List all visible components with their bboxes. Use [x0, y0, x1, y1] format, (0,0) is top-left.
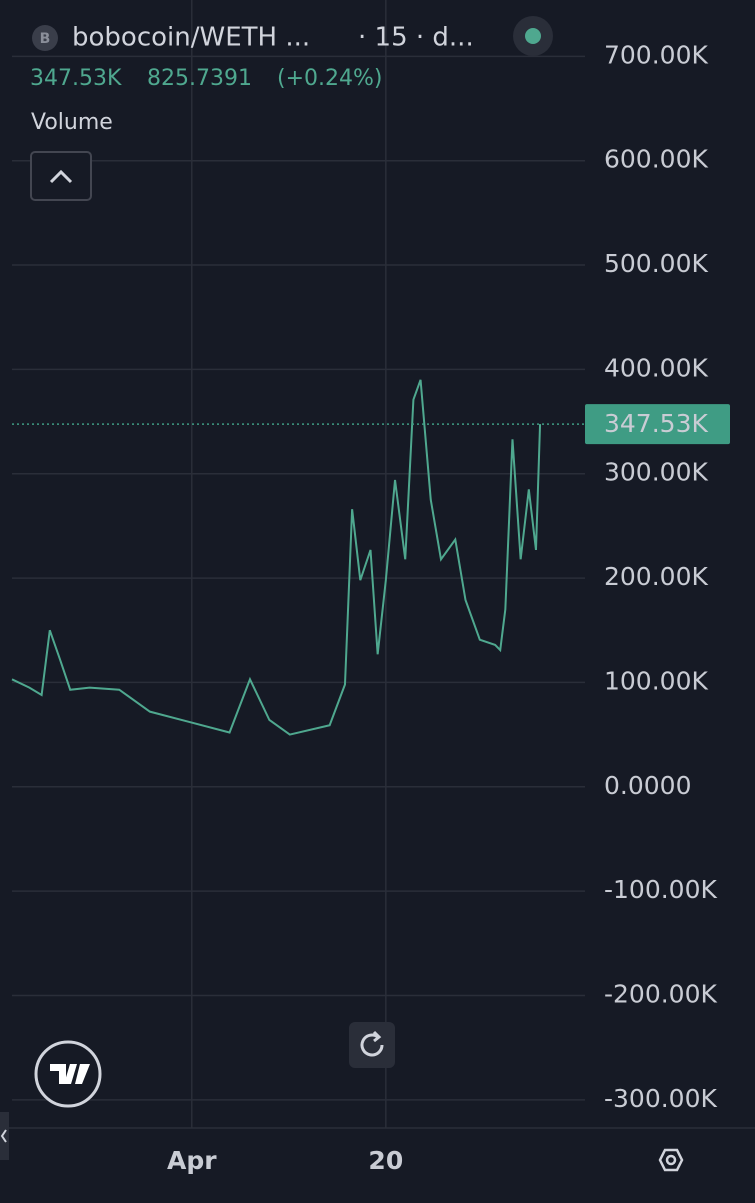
status-dot — [525, 28, 541, 44]
price-line — [11, 379, 542, 736]
y-tick-label: 200.00K — [604, 562, 708, 591]
reset-button[interactable] — [349, 1022, 395, 1068]
y-tick-label: -200.00K — [604, 979, 717, 1008]
last-price-box — [585, 404, 730, 445]
change-value: 825.7391 — [147, 66, 252, 91]
change-percent: (+0.24%) — [277, 66, 383, 91]
y-tick-label: -300.00K — [604, 1084, 717, 1113]
symbol: bobocoin/WETH ... — [72, 23, 310, 53]
interval: · 15 · d... — [358, 23, 474, 53]
coin-icon-letter: B — [40, 31, 51, 47]
y-tick-label: 500.00K — [604, 249, 708, 278]
indicator-name: Volume — [31, 110, 113, 135]
y-tick-label: 0.0000 — [604, 771, 691, 800]
x-tick-label: 20 — [368, 1146, 403, 1175]
settings-button[interactable] — [658, 1148, 684, 1172]
grid — [0, 0, 755, 1129]
plot — [11, 379, 542, 736]
x-tick-label: Apr — [167, 1146, 217, 1175]
y-tick-label: 300.00K — [604, 458, 708, 487]
collapse-button[interactable] — [30, 151, 92, 201]
y-tick-label: 400.00K — [604, 353, 708, 382]
last-value: 347.53K — [30, 66, 122, 91]
y-tick-label: 700.00K — [604, 40, 708, 69]
side-panel-toggle[interactable] — [0, 1112, 9, 1160]
y-tick-label: 600.00K — [604, 145, 708, 174]
tradingview-logo[interactable] — [34, 1040, 102, 1108]
last-price-label: 347.53K — [604, 409, 708, 438]
y-tick-label: -100.00K — [604, 875, 717, 904]
y-tick-label: 100.00K — [604, 666, 708, 695]
coin-icon — [32, 25, 58, 51]
